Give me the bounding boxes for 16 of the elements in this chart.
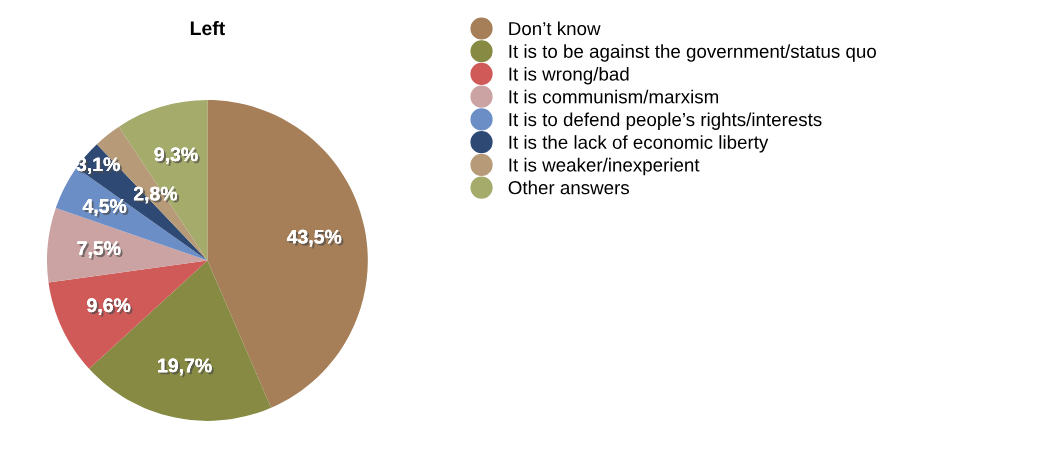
data-label: 7,5% [77, 241, 123, 260]
legend-label: It is communism/marxism [509, 89, 719, 104]
legend-label: It is to be against the government/status quo [509, 44, 876, 62]
data-label: 4,5% [82, 199, 129, 218]
data-label: 19,7% [158, 358, 214, 378]
legend-label: It is weaker/inexperient [509, 157, 700, 176]
chart-title: Left [190, 20, 225, 36]
data-label: 43,5% [286, 229, 344, 249]
pie-slice [89, 260, 272, 421]
legend-label: It is to defend people’s rights/interests [509, 112, 822, 130]
legend-label: It is wrong/bad [509, 66, 629, 85]
legend-label: It is the lack of economic liberty [509, 135, 769, 153]
data-label: 9,3% [154, 147, 200, 167]
legend-label: Don’t know [509, 21, 601, 36]
legend-label: Other answers [508, 180, 630, 195]
data-label: 9,6% [87, 298, 133, 318]
